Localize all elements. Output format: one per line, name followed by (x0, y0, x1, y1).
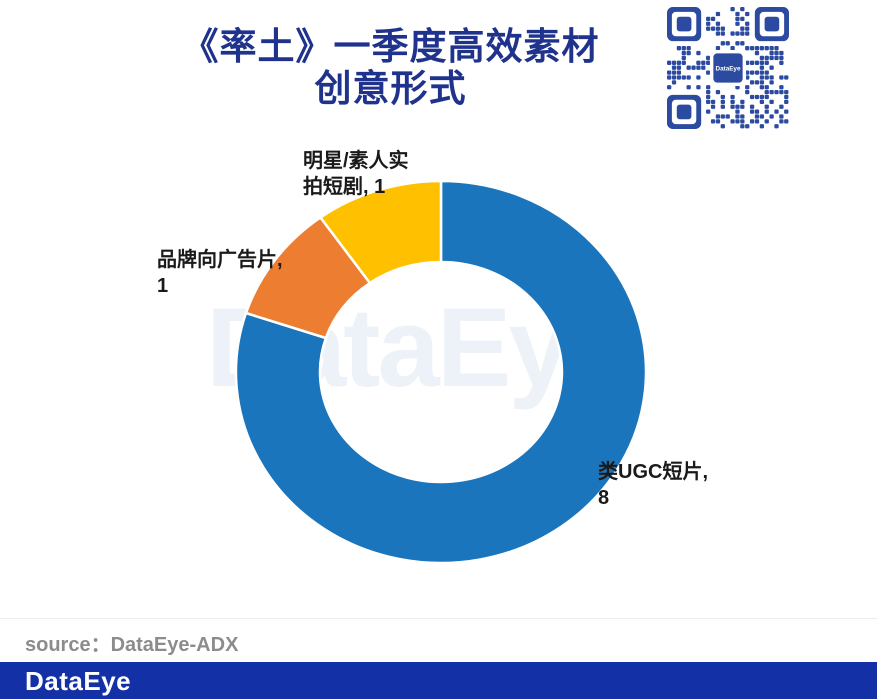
page-title-line2: 创意形式 (314, 68, 467, 109)
page-title: 《率土》一季度高效素材 创意形式 (0, 26, 781, 110)
footer-bar: DataEye (0, 662, 877, 699)
qr-center-logo-text: DataEye (716, 65, 741, 72)
slice-label-star-amateur-short-drama: 明星/素人实 拍短剧, 1 (303, 148, 409, 200)
slice-label-line: 1 (157, 275, 169, 297)
slice-label-line: 明星/素人实 (303, 150, 409, 172)
slice-label-ugc-short-video: 类UGC短片, 8 (598, 459, 708, 511)
slice-label-line: 品牌向广告片, (157, 249, 283, 271)
donut-slice-ugc-short-video (234, 179, 648, 565)
slice-label-line: 拍短剧, 1 (303, 176, 386, 198)
qr-code-image: DataEye (667, 7, 789, 129)
footer-divider (0, 618, 877, 619)
slice-label-line: 类UGC短片, (598, 461, 708, 483)
donut-slice-star-amateur-short-drama (319, 179, 443, 285)
slice-label-brand-ad-video: 品牌向广告片, 1 (157, 247, 283, 299)
page-title-line1: 《率土》一季度高效素材 (181, 26, 600, 67)
qr-code: DataEye (667, 7, 789, 129)
source-caption: source：DataEye-ADX (25, 634, 239, 656)
slice-label-line: 8 (598, 487, 610, 509)
dataeye-logo: DataEye (25, 665, 132, 696)
